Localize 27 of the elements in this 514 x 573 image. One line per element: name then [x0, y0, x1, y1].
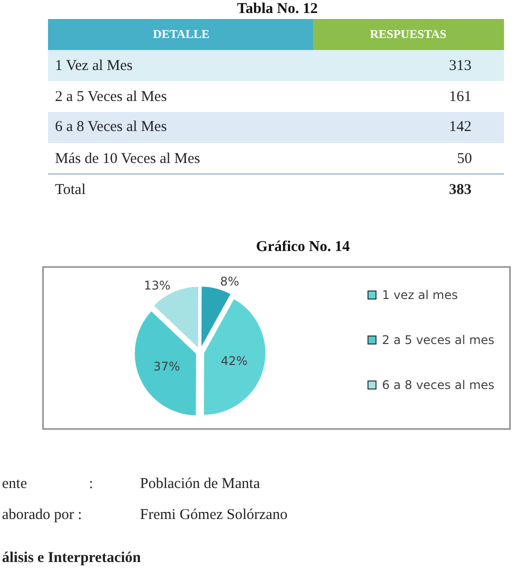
category-label: Total	[55, 182, 86, 198]
text: DETALLE	[153, 27, 210, 41]
data-label: 42%	[220, 354, 248, 368]
text: Fremi Gómez Solórzano	[140, 507, 288, 523]
data-label: 161	[449, 89, 472, 105]
category-label: Más de 10 Veces al Mes	[55, 151, 200, 167]
legend-label: 1 vez al mes	[382, 288, 458, 302]
text: aborado por :	[2, 507, 82, 523]
text: Población de Manta	[140, 476, 260, 492]
text: Tabla No. 12	[237, 1, 318, 17]
data-label: 313	[449, 58, 472, 74]
data-label: 37%	[153, 359, 180, 374]
data-label: 13%	[144, 278, 170, 292]
text: ente	[2, 476, 28, 492]
data-label: 142	[449, 119, 472, 135]
data-label: 383	[449, 182, 472, 198]
category-label: 6 a 8 Veces al Mes	[55, 119, 167, 135]
legend-label: 2 a 5 veces al mes	[382, 333, 494, 347]
category-label: 2 a 5 Veces al Mes	[55, 89, 167, 105]
text: :	[89, 476, 94, 492]
text: álisis e Interpretación	[2, 550, 142, 566]
data-label: 50	[457, 151, 472, 167]
legend-label: 6 a 8 veces al mes	[382, 378, 494, 392]
category-label: 1 Vez al Mes	[55, 58, 133, 74]
chart-title: Gráfico No. 14	[256, 239, 350, 255]
data-label: 8%	[220, 274, 240, 289]
text: RESPUESTAS	[370, 27, 447, 41]
